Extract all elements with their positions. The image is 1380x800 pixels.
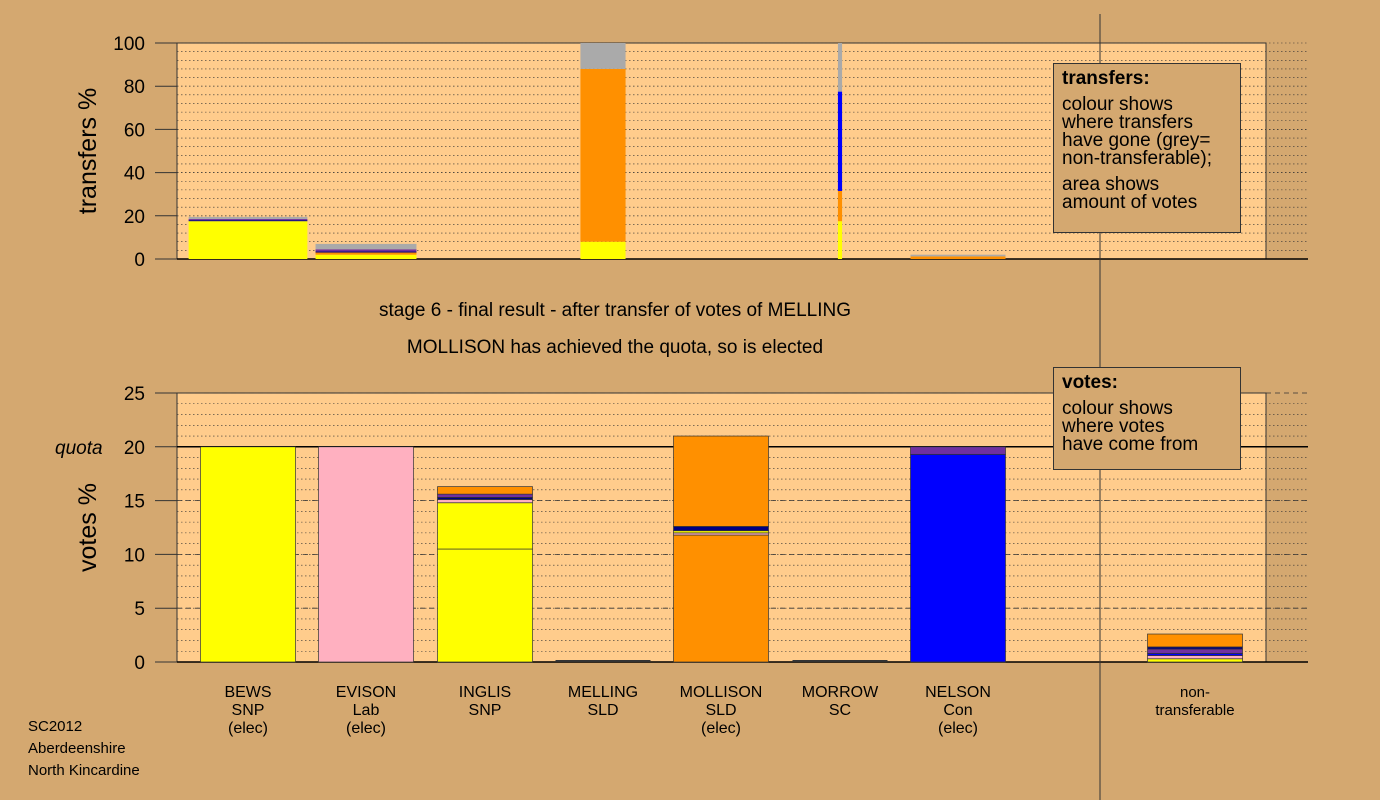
transfer-segment [188, 216, 308, 220]
transfer-segment [837, 91, 843, 191]
y-axis-label: transfers % [74, 88, 102, 214]
transfer-segment [315, 252, 417, 255]
vote-segment [437, 486, 533, 495]
vote-segment [437, 548, 533, 663]
votes-legend: votes: colour shows where votes have com… [1053, 367, 1241, 470]
category-label: SNP [232, 702, 265, 719]
vote-segment [1147, 655, 1243, 660]
transfers-legend-line: colour shows [1062, 94, 1173, 115]
y-tick-label: 15 [124, 492, 145, 513]
category-label: MOLLISON [680, 684, 763, 701]
category-label: SC [829, 702, 851, 719]
category-label: MORROW [802, 684, 879, 701]
y-tick-label: 100 [113, 34, 145, 55]
category-label: (elec) [938, 720, 978, 737]
category-label: Con [943, 702, 972, 719]
vote-segment [910, 446, 1006, 455]
footer-election: SC2012 [28, 718, 83, 735]
transfers-legend-line: non-transferable); [1062, 148, 1212, 169]
category-label: INGLIS [459, 684, 511, 701]
vote-segment [910, 453, 1006, 663]
category-label: MELLING [568, 684, 638, 701]
transfer-segment [837, 190, 843, 222]
y-tick-label: 60 [124, 120, 145, 141]
vote-segment [437, 499, 533, 504]
transfer-segment [837, 221, 843, 259]
footer-ward: North Kincardine [28, 762, 140, 779]
category-label: SNP [469, 702, 502, 719]
category-label: NELSON [925, 684, 991, 701]
y-tick-label: 20 [124, 438, 145, 459]
transfer-segment [580, 68, 626, 242]
category-label: BEWS [224, 684, 271, 701]
transfer-segment [188, 221, 308, 259]
vote-segment [673, 534, 769, 663]
transfer-segment [315, 254, 417, 259]
y-tick-label: 5 [134, 599, 145, 620]
transfer-segment [315, 243, 417, 250]
transfers-legend-line: amount of votes [1062, 192, 1198, 213]
vote-segment [673, 526, 769, 532]
transfer-segment [910, 254, 1006, 257]
transfer-segment [315, 251, 417, 253]
y-tick-label: 40 [124, 164, 145, 185]
transfer-segment [910, 256, 1006, 259]
votes-legend-line: where votes [1062, 416, 1165, 437]
y-tick-label: 25 [124, 384, 145, 405]
vote-segment [1147, 633, 1243, 648]
stage-subtitle: MOLLISON has achieved the quota, so is e… [406, 337, 824, 358]
transfers-legend-line: area shows [1062, 174, 1160, 195]
transfers-legend-title: transfers: [1062, 68, 1150, 89]
y-tick-label: 10 [124, 545, 145, 566]
vote-segment [437, 493, 533, 498]
category-label: transferable [1155, 702, 1234, 719]
category-label: non- [1180, 684, 1210, 701]
category-label: Lab [353, 702, 380, 719]
y-tick-label: 20 [124, 207, 145, 228]
vote-segment [200, 446, 296, 663]
category-label: EVISON [336, 684, 396, 701]
stage-title: stage 6 - final result - after transfer … [378, 300, 852, 321]
transfer-segment [188, 220, 308, 222]
transfers-legend: transfers: colour shows where transfers … [1053, 63, 1241, 233]
votes-legend-title: votes: [1062, 372, 1118, 393]
votes-legend-line: have come from [1062, 434, 1199, 455]
vote-segment [318, 446, 414, 663]
footer-council: Aberdeenshire [28, 740, 126, 757]
category-label: (elec) [228, 720, 268, 737]
category-label: SLD [705, 702, 736, 719]
y-axis-label: votes % [74, 483, 102, 572]
transfers-legend-line: have gone (grey= [1062, 130, 1211, 151]
y-tick-label: 80 [124, 77, 145, 98]
vote-segment [1147, 648, 1243, 654]
vote-segment [437, 502, 533, 550]
category-label: SLD [587, 702, 618, 719]
y-tick-label: 0 [134, 250, 145, 271]
transfer-segment [580, 241, 626, 259]
transfer-segment [580, 43, 626, 69]
transfer-segment [188, 219, 308, 221]
vote-segment [673, 435, 769, 527]
vote-segment [1147, 658, 1243, 663]
votes-legend-line: colour shows [1062, 398, 1173, 419]
transfer-segment [315, 249, 417, 252]
transfers-legend-line: where transfers [1062, 112, 1193, 133]
category-label: (elec) [346, 720, 386, 737]
y-tick-label: 0 [134, 653, 145, 674]
category-label: (elec) [701, 720, 741, 737]
quota-label: quota [55, 438, 103, 459]
transfer-segment [837, 43, 843, 92]
